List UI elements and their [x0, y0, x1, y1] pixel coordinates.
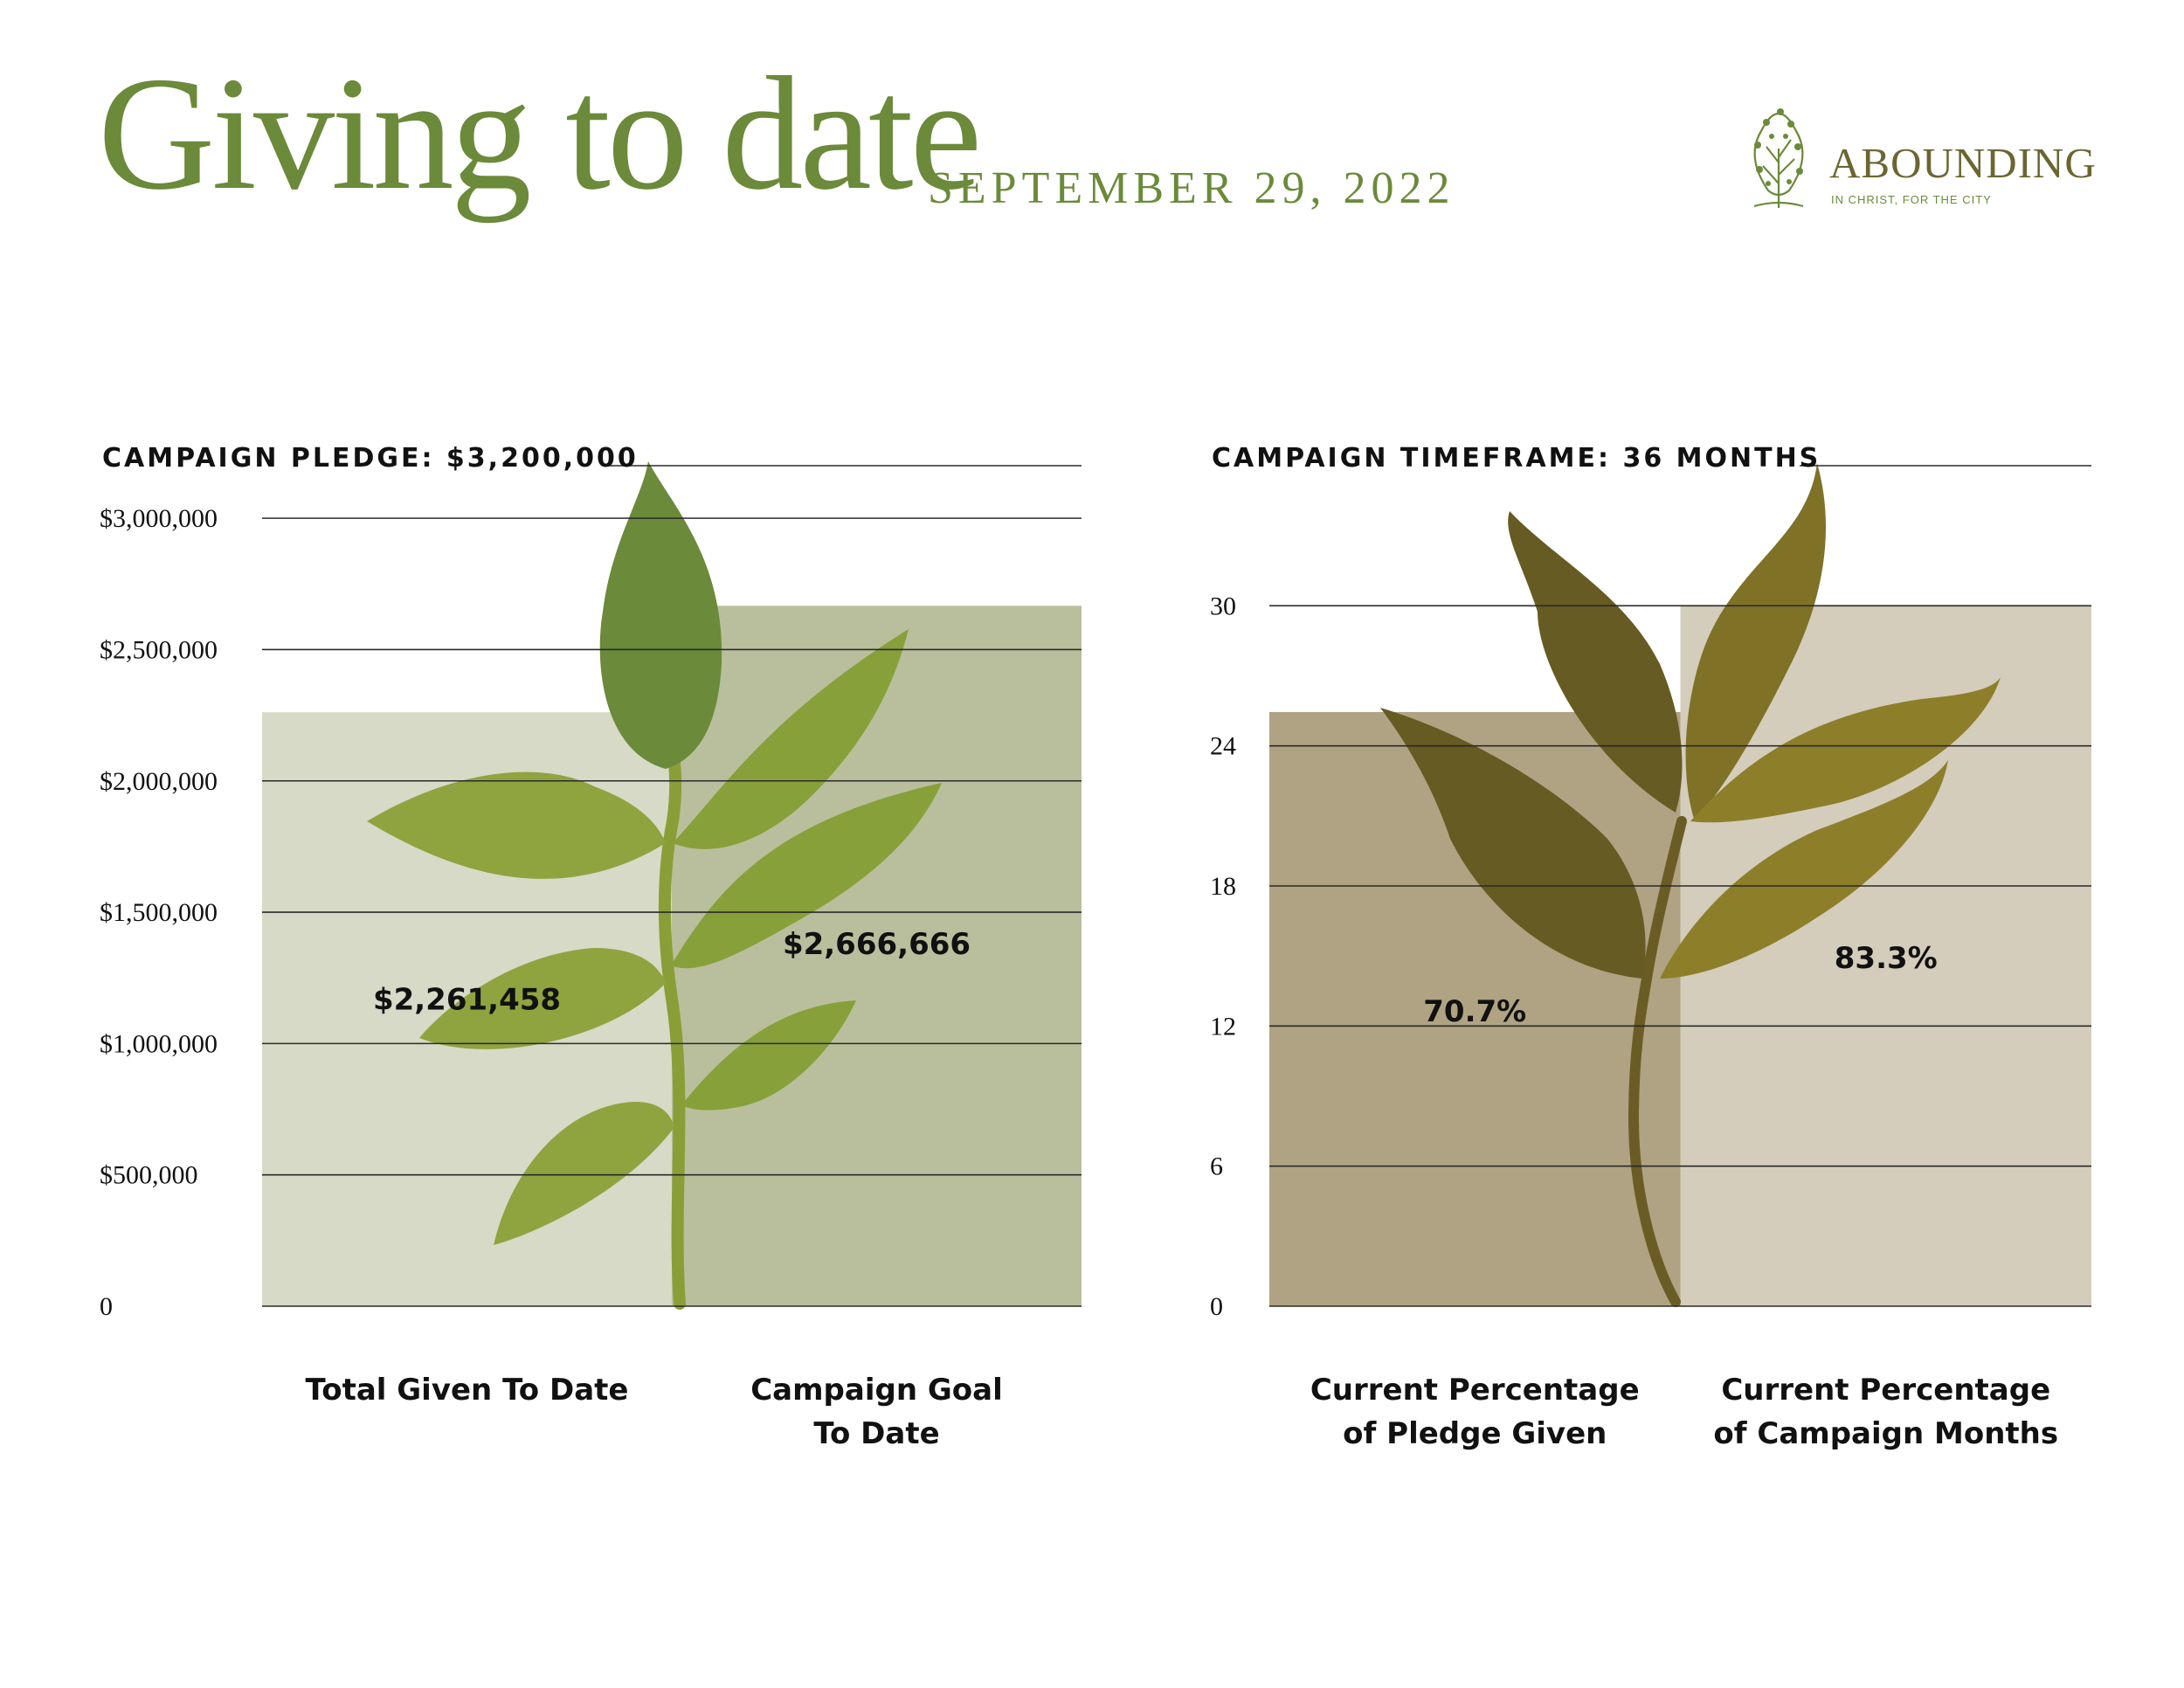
- value-label: 70.7%: [1423, 994, 1526, 1029]
- value-label: $2,261,458: [373, 982, 561, 1017]
- y-tick-label: $500,000: [100, 1161, 198, 1190]
- tree-logo-icon: [1753, 108, 1804, 208]
- y-tick-label: 6: [1210, 1152, 1223, 1181]
- value-label: $2,666,666: [783, 927, 971, 962]
- category-label: Campaign Goal: [750, 1373, 1003, 1408]
- category-label: of Campaign Months: [1713, 1416, 2058, 1451]
- y-tick-label: 18: [1210, 872, 1236, 901]
- category-label: Total Given To Date: [306, 1373, 629, 1408]
- y-tick-label: $1,500,000: [100, 898, 218, 927]
- category-label: To Date: [813, 1416, 939, 1451]
- y-tick-label: $2,500,000: [100, 635, 218, 664]
- category-label: of Pledge Given: [1343, 1416, 1607, 1451]
- y-tick-label: $3,000,000: [100, 504, 218, 533]
- y-tick-label: $1,000,000: [100, 1029, 218, 1058]
- y-tick-label: 30: [1210, 591, 1236, 620]
- page-title: Giving to date: [98, 44, 982, 224]
- page-date: SEPTEMBER 29, 2022: [928, 163, 1455, 213]
- y-tick-label: 12: [1210, 1012, 1236, 1041]
- logo-tagline: IN CHRIST, FOR THE CITY: [1831, 193, 1992, 206]
- y-tick-label: 0: [1210, 1292, 1223, 1321]
- value-label: 83.3%: [1835, 941, 1938, 976]
- logo-name: ABOUNDING: [1829, 139, 2097, 187]
- y-tick-label: $2,000,000: [100, 767, 218, 796]
- left-leaf-stem-icon: [367, 461, 942, 1310]
- bar-pledge-1: [672, 605, 1082, 1306]
- chart-title: CAMPAIGN TIMEFRAME: 36 MONTHS: [1212, 443, 1821, 474]
- right-leaf-stem-icon: [1380, 463, 2001, 1307]
- y-tick-label: 0: [100, 1292, 113, 1321]
- y-tick-label: 24: [1210, 732, 1236, 761]
- category-label: Current Percentage: [1310, 1373, 1640, 1408]
- category-label: Current Percentage: [1721, 1373, 2050, 1408]
- chart-title: CAMPAIGN PLEDGE: $3,200,000: [102, 443, 639, 474]
